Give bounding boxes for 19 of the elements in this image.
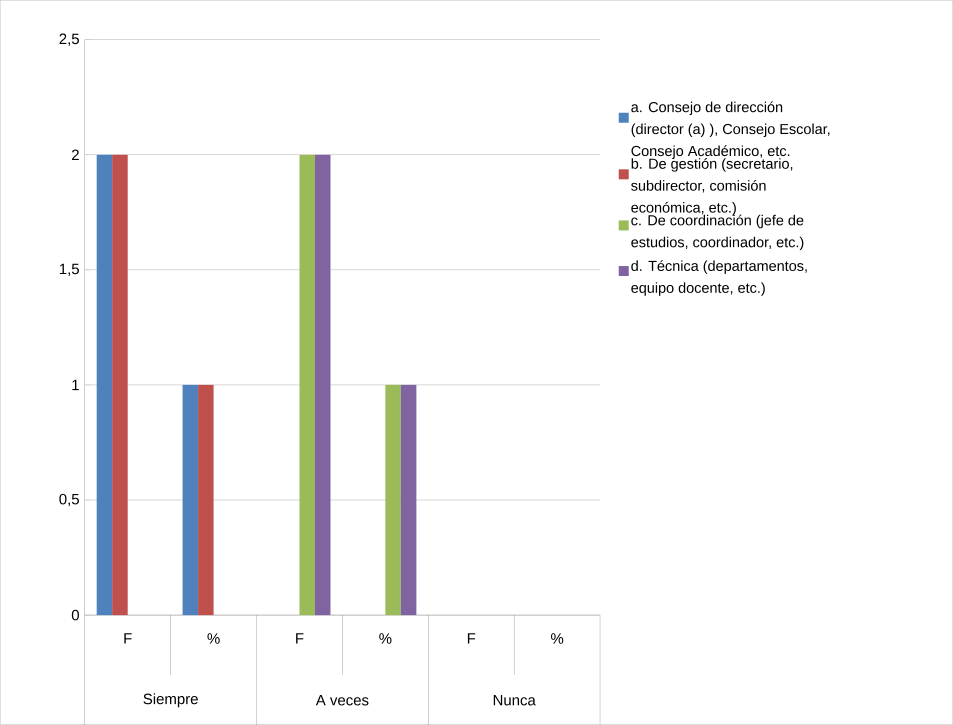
text: Siempre xyxy=(143,693,198,708)
x-tick-label: % xyxy=(207,633,220,644)
x-tick-label: % xyxy=(551,633,564,644)
x-tick-label: F xyxy=(124,633,132,644)
legend-label: c. De coordinación (jefe de estudios, coordinador, etc.) xyxy=(631,214,804,250)
x-tick-label: F xyxy=(296,633,304,644)
y-tick-label: 1 xyxy=(72,380,79,390)
y-tick-label: 2 xyxy=(72,149,79,160)
text: A veces xyxy=(316,694,368,706)
x-tick-label: F xyxy=(468,633,476,644)
x-tick-label: % xyxy=(379,633,392,644)
y-tick-label: 1,5 xyxy=(60,264,79,276)
legend-label: d. Técnica (departamentos, equipo docente, etc.) xyxy=(631,260,807,296)
text: Nunca xyxy=(494,694,536,706)
y-tick-label: 0,5 xyxy=(59,494,79,506)
legend-label: a. Consejo de dirección (director (a) ), Consejo Escolar, Consejo Académico, etc. xyxy=(631,101,830,159)
y-tick-label: 0 xyxy=(72,610,79,620)
legend-label: b. De gestión (secretario, subdirector, comisión económica, etc.) xyxy=(631,158,792,216)
y-tick-label: 2,5 xyxy=(60,33,79,46)
